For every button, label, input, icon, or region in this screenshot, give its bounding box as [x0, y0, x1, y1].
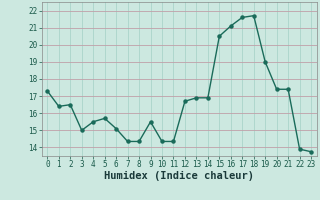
- X-axis label: Humidex (Indice chaleur): Humidex (Indice chaleur): [104, 171, 254, 181]
